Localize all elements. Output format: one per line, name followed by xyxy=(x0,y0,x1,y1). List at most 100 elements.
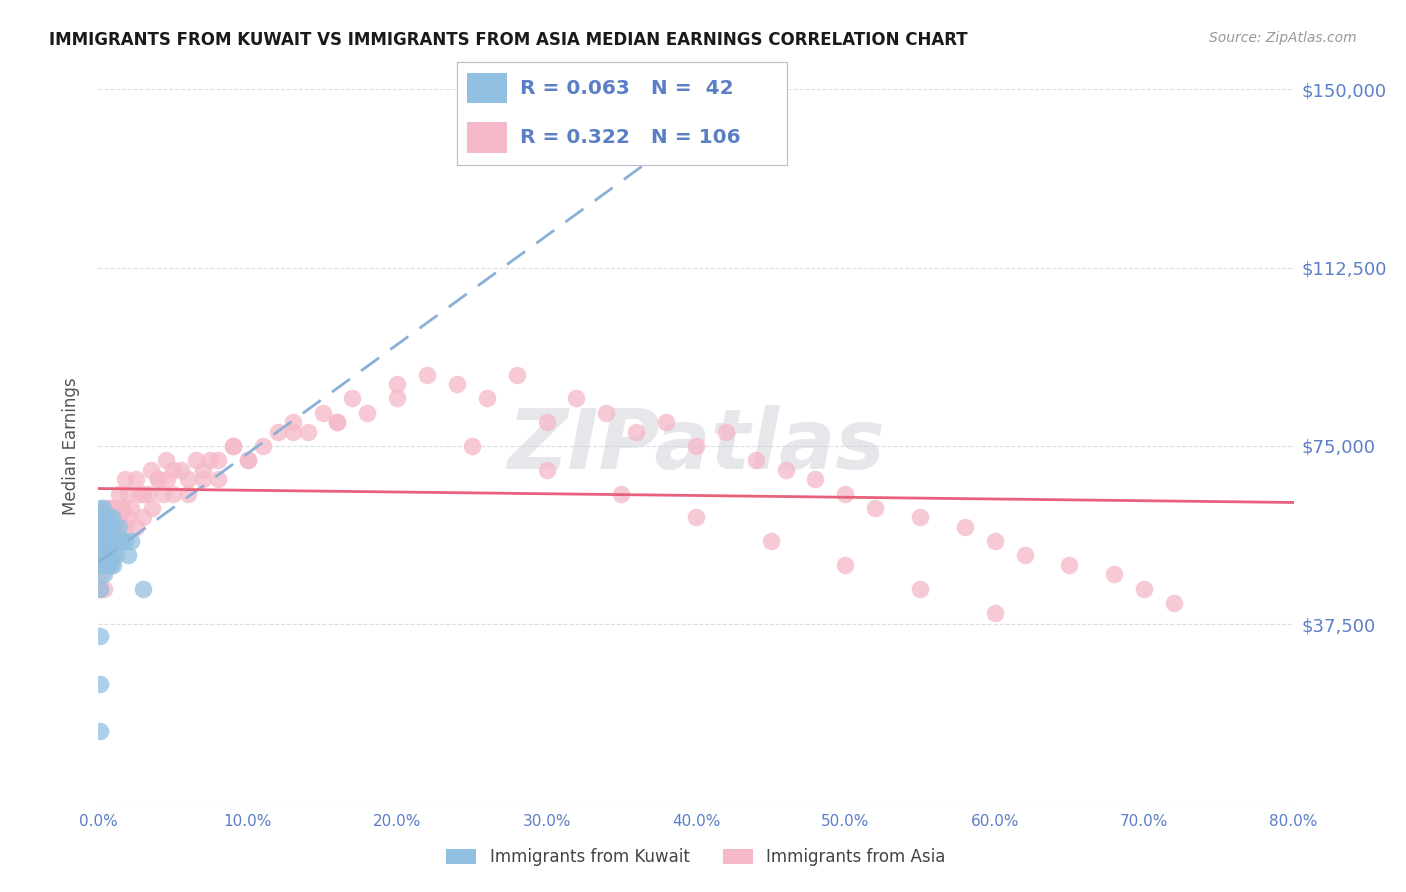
Point xyxy=(111,500,134,515)
Point xyxy=(96,510,118,524)
Point xyxy=(94,534,117,549)
Point xyxy=(326,415,349,429)
Point xyxy=(93,567,115,582)
Point xyxy=(222,439,245,453)
Point xyxy=(96,558,118,572)
Point xyxy=(125,520,148,534)
Point xyxy=(103,549,125,563)
Point xyxy=(834,486,856,500)
Point xyxy=(89,629,111,643)
Point xyxy=(101,510,124,524)
Point xyxy=(89,582,111,596)
Point xyxy=(93,549,115,563)
Point xyxy=(865,500,887,515)
Point xyxy=(105,520,128,534)
Point xyxy=(141,500,163,515)
Point xyxy=(98,558,122,572)
Point xyxy=(184,453,207,467)
Point xyxy=(90,500,112,515)
Point xyxy=(191,463,214,477)
Text: R = 0.063   N =  42: R = 0.063 N = 42 xyxy=(520,78,734,97)
Point xyxy=(96,534,118,549)
Point xyxy=(311,406,333,420)
Point xyxy=(90,567,112,582)
Text: R = 0.322   N = 106: R = 0.322 N = 106 xyxy=(520,128,741,147)
Point xyxy=(148,472,170,486)
Point xyxy=(104,534,127,549)
Point xyxy=(108,486,131,500)
Text: IMMIGRANTS FROM KUWAIT VS IMMIGRANTS FROM ASIA MEDIAN EARNINGS CORRELATION CHART: IMMIGRANTS FROM KUWAIT VS IMMIGRANTS FRO… xyxy=(49,31,967,49)
Point xyxy=(132,582,155,596)
Point xyxy=(953,520,976,534)
Point xyxy=(139,463,162,477)
Point xyxy=(105,510,128,524)
Point xyxy=(114,534,136,549)
Point xyxy=(506,368,529,382)
Point xyxy=(94,500,117,515)
Point xyxy=(1163,596,1185,610)
Point xyxy=(342,392,364,406)
Point xyxy=(169,463,191,477)
Point xyxy=(1104,567,1126,582)
Point xyxy=(136,486,159,500)
Point xyxy=(200,453,222,467)
Point xyxy=(108,510,131,524)
Point xyxy=(91,558,114,572)
Point xyxy=(89,582,111,596)
Point xyxy=(385,377,409,392)
Point xyxy=(91,500,114,515)
Point xyxy=(132,510,155,524)
Point xyxy=(745,453,768,467)
Point xyxy=(565,392,588,406)
Point xyxy=(685,439,707,453)
Point xyxy=(97,549,120,563)
Point xyxy=(96,520,118,534)
Point xyxy=(984,606,1007,620)
Bar xyxy=(467,122,506,153)
Point xyxy=(105,549,128,563)
Point xyxy=(236,453,259,467)
Point xyxy=(110,534,132,549)
Point xyxy=(107,534,129,549)
Point xyxy=(1014,549,1036,563)
Point xyxy=(97,534,120,549)
Point xyxy=(101,549,124,563)
Point xyxy=(98,558,122,572)
Point xyxy=(114,472,136,486)
Point xyxy=(207,453,229,467)
Point xyxy=(94,549,117,563)
Point xyxy=(1059,558,1081,572)
Point xyxy=(908,582,931,596)
Point xyxy=(326,415,349,429)
Point xyxy=(89,677,111,691)
Point xyxy=(120,500,142,515)
Point xyxy=(90,534,112,549)
Point xyxy=(177,472,200,486)
Point xyxy=(96,558,118,572)
Point xyxy=(132,486,155,500)
Point xyxy=(108,520,131,534)
Point xyxy=(610,486,633,500)
Point xyxy=(103,520,125,534)
Point xyxy=(89,724,111,739)
Point xyxy=(626,425,648,439)
Point xyxy=(714,425,737,439)
Point xyxy=(804,472,827,486)
Point xyxy=(984,534,1007,549)
Point xyxy=(775,463,797,477)
Point xyxy=(416,368,439,382)
Point xyxy=(156,472,179,486)
Point xyxy=(155,453,177,467)
Point xyxy=(267,425,290,439)
Point xyxy=(93,529,115,543)
Point xyxy=(98,500,122,515)
Point xyxy=(91,549,114,563)
Point xyxy=(446,377,468,392)
Point xyxy=(90,520,112,534)
Point xyxy=(90,558,112,572)
Point xyxy=(222,439,245,453)
Point xyxy=(536,415,558,429)
Point xyxy=(536,463,558,477)
Text: Source: ZipAtlas.com: Source: ZipAtlas.com xyxy=(1209,31,1357,45)
Point xyxy=(110,534,132,549)
